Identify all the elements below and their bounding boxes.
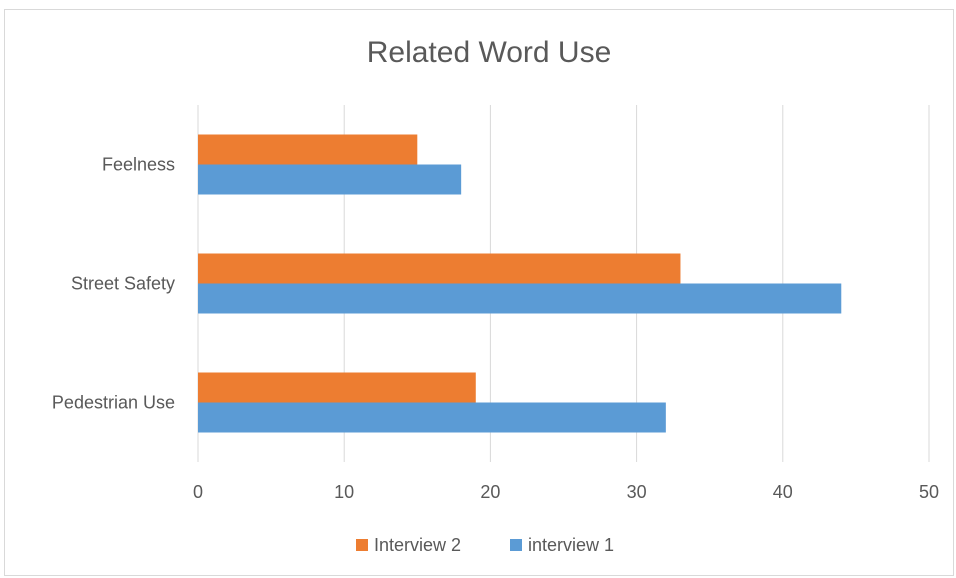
legend-swatch (356, 539, 368, 551)
category-axis: Pedestrian Use Street Safety Feelness (52, 155, 175, 413)
bar-interview-2 (198, 134, 418, 165)
category-label: Feelness (102, 155, 175, 175)
x-tick-label: 10 (334, 482, 354, 502)
bar-interview-1 (198, 402, 666, 433)
bars-layer (198, 134, 842, 433)
legend-label: interview 1 (528, 535, 614, 555)
legend-swatch (510, 539, 522, 551)
bar-interview-1 (198, 283, 842, 314)
bar-interview-2 (198, 253, 681, 284)
x-tick-label: 40 (773, 482, 793, 502)
bar-interview-2 (198, 372, 476, 403)
bar-interview-1 (198, 164, 462, 195)
category-label: Street Safety (71, 274, 175, 294)
x-tick-label: 20 (480, 482, 500, 502)
value-axis: 0 10 20 30 40 50 (193, 482, 939, 502)
x-tick-label: 0 (193, 482, 203, 502)
x-tick-label: 30 (627, 482, 647, 502)
legend-label: Interview 2 (374, 535, 461, 555)
legend: Interview 2 interview 1 (356, 535, 614, 555)
chart-title: Related Word Use (367, 36, 612, 69)
x-tick-label: 50 (919, 482, 939, 502)
category-label: Pedestrian Use (52, 393, 175, 413)
